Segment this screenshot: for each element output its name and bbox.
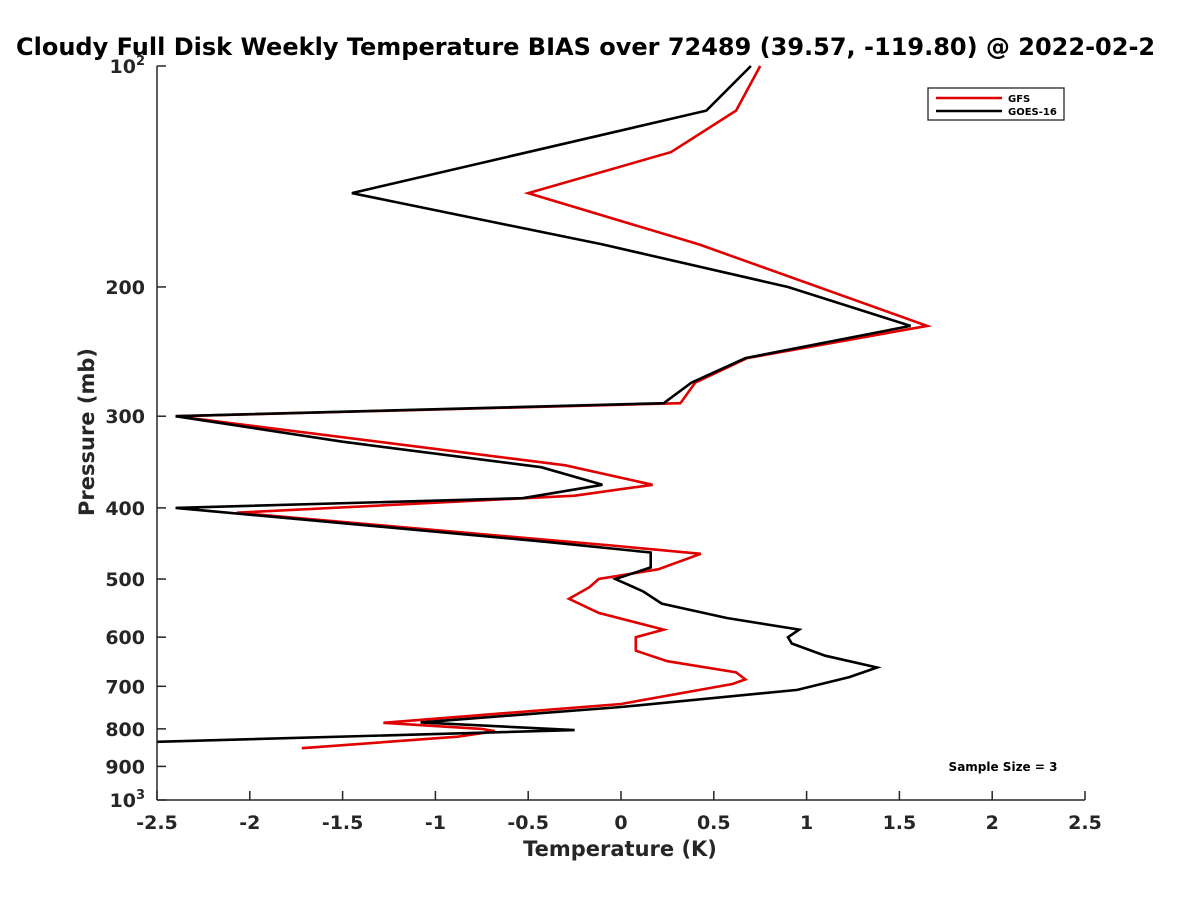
axes-layer — [156, 66, 1085, 801]
y-tick-label-bottom: 103 — [110, 788, 146, 812]
x-tick-label: -1 — [425, 812, 446, 834]
y-tick-label: 300 — [105, 406, 145, 428]
y-tick-label: 200 — [105, 277, 145, 299]
y-tick-label: 400 — [105, 498, 145, 520]
sample-size-annotation: Sample Size = 3 — [949, 760, 1058, 774]
x-tick-label: 2 — [986, 812, 999, 834]
x-axis-label: Temperature (K) — [523, 837, 717, 861]
x-tick-label: -2.5 — [136, 812, 178, 834]
x-tick-label: 1 — [800, 812, 813, 834]
y-axis-label: Pressure (mb) — [75, 348, 99, 516]
x-tick-label: -2 — [239, 812, 260, 834]
legend-label: GFS — [1008, 94, 1030, 105]
series-layer — [156, 65, 933, 750]
y-tick-label: 700 — [105, 676, 145, 698]
series-line-goes-16 — [156, 65, 911, 744]
x-tick-label: 0 — [614, 812, 627, 834]
ticks-layer: -2.5 -2 -1.5 -1 -0.5 0 0.5 1 1.5 2 2.5 200 300 400 500… — [105, 54, 1102, 834]
chart-title: Cloudy Full Disk Weekly Temperature BIAS… — [16, 33, 1155, 61]
x-tick-label: 1.5 — [883, 812, 917, 834]
legend: GFS GOES-16 — [927, 87, 1065, 121]
y-tick-label-top: 102 — [110, 54, 146, 78]
y-tick-label: 500 — [105, 569, 145, 591]
y-tick-label: 800 — [105, 719, 145, 741]
x-tick-label: 2.5 — [1068, 812, 1102, 834]
legend-label: GOES-16 — [1008, 107, 1057, 118]
legend-box — [927, 87, 1065, 121]
y-tick-label: 900 — [105, 756, 145, 778]
x-tick-label: 0.5 — [697, 812, 731, 834]
x-tick-label: -1.5 — [322, 812, 364, 834]
x-tick-label: -0.5 — [507, 812, 549, 834]
y-tick-label: 600 — [105, 627, 145, 649]
